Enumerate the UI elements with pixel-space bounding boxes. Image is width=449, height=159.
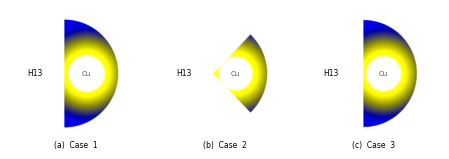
- Text: Cu: Cu: [231, 71, 240, 77]
- Text: Cu: Cu: [82, 71, 91, 77]
- Circle shape: [221, 59, 251, 89]
- Text: H13: H13: [176, 69, 191, 78]
- Text: H13: H13: [324, 69, 339, 78]
- Text: (c)  Case  3: (c) Case 3: [352, 141, 395, 150]
- Text: (b)  Case  2: (b) Case 2: [202, 141, 247, 150]
- Circle shape: [368, 58, 399, 90]
- Text: (a)  Case  1: (a) Case 1: [53, 141, 97, 150]
- Text: H13: H13: [27, 69, 42, 78]
- Text: Cu: Cu: [379, 71, 388, 77]
- Circle shape: [70, 58, 103, 90]
